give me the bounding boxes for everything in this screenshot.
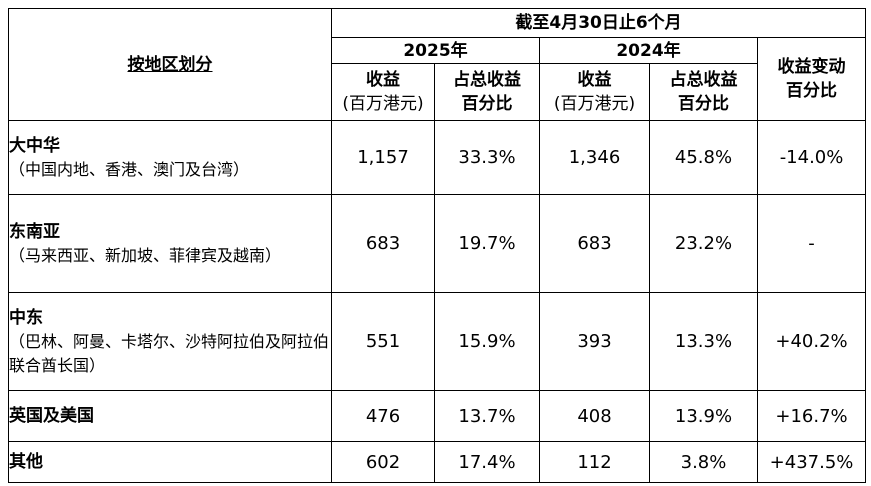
share-2025-header: 占总收益 百分比 [434,63,540,121]
revenue-2024-cell: 112 [539,441,650,483]
change-cell: +40.2% [756,292,867,391]
share-2025-cell: 33.3% [434,120,540,195]
share-2025-cell: 13.7% [434,390,540,442]
table-row: 其他 602 17.4% 112 3.8% +437.5% [8,441,867,483]
share-2024-cell: 13.9% [649,390,758,442]
revenue-2024-cell: 393 [539,292,650,391]
region-cell: 其他 [8,441,332,483]
revenue-2024-header: 收益 (百万港元) [539,63,650,121]
change-header: 收益变动 百分比 [756,37,867,121]
change-cell: +16.7% [756,390,867,442]
region-header: 按地区划分 [8,8,332,121]
change-cell: +437.5% [756,441,867,483]
region-cell: 东南亚 （马来西亚、新加坡、菲律宾及越南） [8,194,332,293]
table-row: 大中华 （中国内地、香港、澳门及台湾） 1,157 33.3% 1,346 45.… [8,120,867,195]
revenue-2025-cell: 683 [331,194,435,293]
share-2024-cell: 45.8% [649,120,758,195]
revenue-2025-cell: 476 [331,390,435,442]
share-2024-cell: 23.2% [649,194,758,293]
revenue-by-region-table: 按地区划分 截至4月30日止6个月 2025年 2024年 收益变动 百分比 收益… [8,8,867,483]
revenue-2024-cell: 683 [539,194,650,293]
revenue-2024-cell: 1,346 [539,120,650,195]
change-cell: -14.0% [756,120,867,195]
region-cell: 中东 （巴林、阿曼、卡塔尔、沙特阿拉伯及阿拉伯联合酋长国） [8,292,332,391]
share-2025-cell: 15.9% [434,292,540,391]
table-row: 东南亚 （马来西亚、新加坡、菲律宾及越南） 683 19.7% 683 23.2%… [8,194,867,293]
year-2024-header: 2024年 [539,37,758,64]
share-2024-cell: 3.8% [649,441,758,483]
revenue-2025-cell: 551 [331,292,435,391]
year-2025-header: 2025年 [331,37,540,64]
share-2025-cell: 17.4% [434,441,540,483]
table-row: 中东 （巴林、阿曼、卡塔尔、沙特阿拉伯及阿拉伯联合酋长国） 551 15.9% 3… [8,292,867,391]
revenue-2025-header: 收益 (百万港元) [331,63,435,121]
change-cell: - [756,194,867,293]
region-cell: 大中华 （中国内地、香港、澳门及台湾） [8,120,332,195]
revenue-2024-cell: 408 [539,390,650,442]
region-cell: 英国及美国 [8,390,332,442]
period-header: 截至4月30日止6个月 [330,8,867,38]
revenue-2025-cell: 602 [331,441,435,483]
share-2024-cell: 13.3% [649,292,758,391]
table-row: 英国及美国 476 13.7% 408 13.9% +16.7% [8,390,867,442]
share-2024-header: 占总收益 百分比 [649,63,758,121]
revenue-2025-cell: 1,157 [331,120,435,195]
share-2025-cell: 19.7% [434,194,540,293]
